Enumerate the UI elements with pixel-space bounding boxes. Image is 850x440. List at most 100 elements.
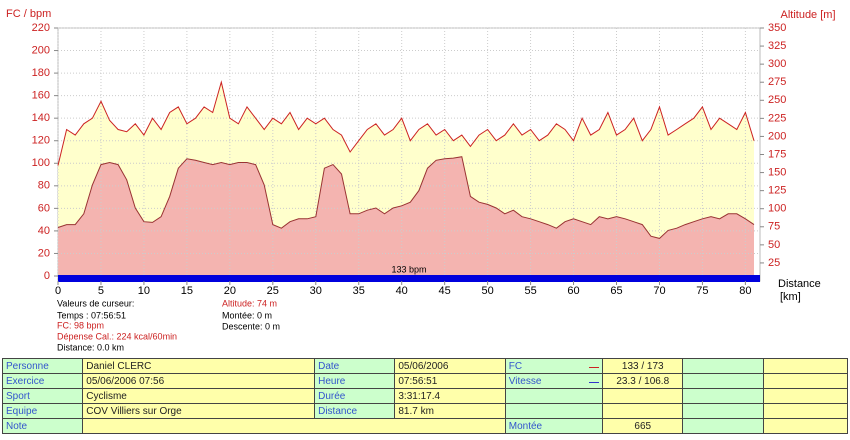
- table-row: Sport Cyclisme Durée 3:31:17.4: [1, 388, 849, 404]
- table-label: [682, 373, 764, 389]
- y2-tick-label: 325: [768, 40, 786, 52]
- y2-tick-label: 350: [768, 22, 786, 34]
- cell-text: 665: [634, 420, 652, 432]
- y2-tick-label: 225: [768, 112, 786, 124]
- table-label: [682, 403, 764, 419]
- y2-tick-label: 300: [768, 58, 786, 70]
- y2-tick-label: 200: [768, 130, 786, 142]
- cursor-title: Valeurs de curseur:: [57, 298, 134, 308]
- average-band: [58, 275, 760, 282]
- table-label: [682, 388, 764, 404]
- x-tick-label: 15: [181, 285, 193, 297]
- table-label: [504, 403, 604, 419]
- table-value: [602, 388, 684, 404]
- cell-text: Exercice: [6, 375, 45, 387]
- x-tick-label: 0: [55, 285, 61, 297]
- y-tick-label: 80: [38, 180, 50, 192]
- table-label: FC: [504, 358, 604, 374]
- table-label: [682, 418, 764, 434]
- x-tick-label: 50: [481, 285, 493, 297]
- area: [58, 156, 754, 281]
- cell-text: Date: [318, 360, 340, 372]
- cell-text: 05/06/2006 07:56: [86, 375, 165, 387]
- table-value: Daniel CLERC: [82, 358, 316, 374]
- y2-axis-title: Altitude [m]: [780, 9, 835, 21]
- cursor-fc: FC: 98 bpm: [57, 320, 104, 330]
- line: [57, 156, 755, 239]
- table-value: 3:31:17.4: [394, 388, 506, 404]
- cell-text: Equipe: [6, 405, 38, 417]
- y-tick-label: 0: [44, 270, 50, 282]
- table-row: Equipe COV Villiers sur Orge Distance 81.7 …: [1, 403, 849, 419]
- cell-text: Note: [6, 420, 28, 432]
- cell-text: Heure: [318, 375, 346, 387]
- cursor-calories: Dépense Cal.: 224 kcal/60min: [57, 331, 177, 341]
- table-value: [602, 403, 684, 419]
- table-label: [682, 358, 764, 374]
- table-value: [762, 388, 849, 404]
- table-value: [762, 358, 849, 374]
- series-marker: [589, 381, 600, 383]
- cell-text: Daniel CLERC: [86, 360, 152, 372]
- y-tick-label: 20: [38, 247, 50, 259]
- summary-table: Personne Daniel CLERC Date 05/06/2006 FC 133 …: [1, 358, 849, 434]
- y-tick-label: 100: [32, 157, 50, 169]
- table-label: Heure: [314, 373, 396, 389]
- y-tick-label: 160: [32, 90, 50, 102]
- y-tick-label: 40: [38, 225, 50, 237]
- table-value: 05/06/2006 07:56: [82, 373, 316, 389]
- y2-tick-label: 250: [768, 94, 786, 106]
- x-tick-label: 20: [224, 285, 236, 297]
- table-row: Note Montée 665: [1, 418, 849, 434]
- table-value: 05/06/2006: [394, 358, 506, 374]
- table-value: 81.7 km: [394, 403, 506, 419]
- x-tick-label: 55: [524, 285, 536, 297]
- annotation: 133 bpm: [391, 264, 426, 274]
- cell-text: 23.3 / 106.8: [616, 375, 670, 387]
- table-label: Sport: [1, 388, 84, 404]
- y2-tick-label: 125: [768, 185, 786, 197]
- table-label: Durée: [314, 388, 396, 404]
- x-axis-unit: [km]: [780, 291, 801, 303]
- x-axis-title: Distance: [778, 278, 821, 290]
- x-tick-label: 5: [98, 285, 104, 297]
- table-label: Vitesse: [504, 373, 604, 389]
- cell-text: Durée: [318, 390, 346, 402]
- table-value: [762, 418, 849, 434]
- y-tick-label: 60: [38, 202, 50, 214]
- cell-text: COV Villiers sur Orge: [86, 405, 182, 417]
- y-tick-label: 220: [32, 22, 50, 34]
- cell-text: FC: [508, 360, 523, 372]
- x-tick-label: 75: [696, 285, 708, 297]
- table-value: [762, 403, 849, 419]
- table-label: Distance: [314, 403, 396, 419]
- y-tick-label: 200: [32, 44, 50, 56]
- x-tick-label: 25: [267, 285, 279, 297]
- cell-text: 81.7 km: [398, 405, 434, 417]
- table-label: Personne: [1, 358, 84, 374]
- table-row: Personne Daniel CLERC Date 05/06/2006 FC 133 …: [1, 358, 849, 374]
- table-value: COV Villiers sur Orge: [82, 403, 316, 419]
- cursor-descent: Descente: 0 m: [222, 321, 280, 331]
- table-value: [762, 373, 849, 389]
- table-label: [504, 388, 604, 404]
- cursor-distance: Distance: 0.0 km: [57, 342, 124, 352]
- table-value: [82, 418, 506, 434]
- cursor-time: Temps : 07:56:51: [57, 310, 126, 320]
- chart: FC / bpm Altitude [m] Distance [km] Vale…: [6, 8, 836, 352]
- x-tick-label: 35: [353, 285, 365, 297]
- table-value: 665: [602, 418, 684, 434]
- table-label: Date: [314, 358, 396, 374]
- x-tick-label: 45: [439, 285, 451, 297]
- cell-text: Distance: [318, 405, 357, 417]
- cell-text: 3:31:17.4: [398, 390, 441, 402]
- table-value: 23.3 / 106.8: [602, 373, 684, 389]
- table-value: Cyclisme: [82, 388, 316, 404]
- x-tick-label: 70: [653, 285, 665, 297]
- x-tick-label: 30: [310, 285, 322, 297]
- x-tick-label: 65: [610, 285, 622, 297]
- cell-text: Sport: [6, 390, 30, 402]
- y2-tick-label: 50: [768, 239, 780, 251]
- table-label: Equipe: [1, 403, 84, 419]
